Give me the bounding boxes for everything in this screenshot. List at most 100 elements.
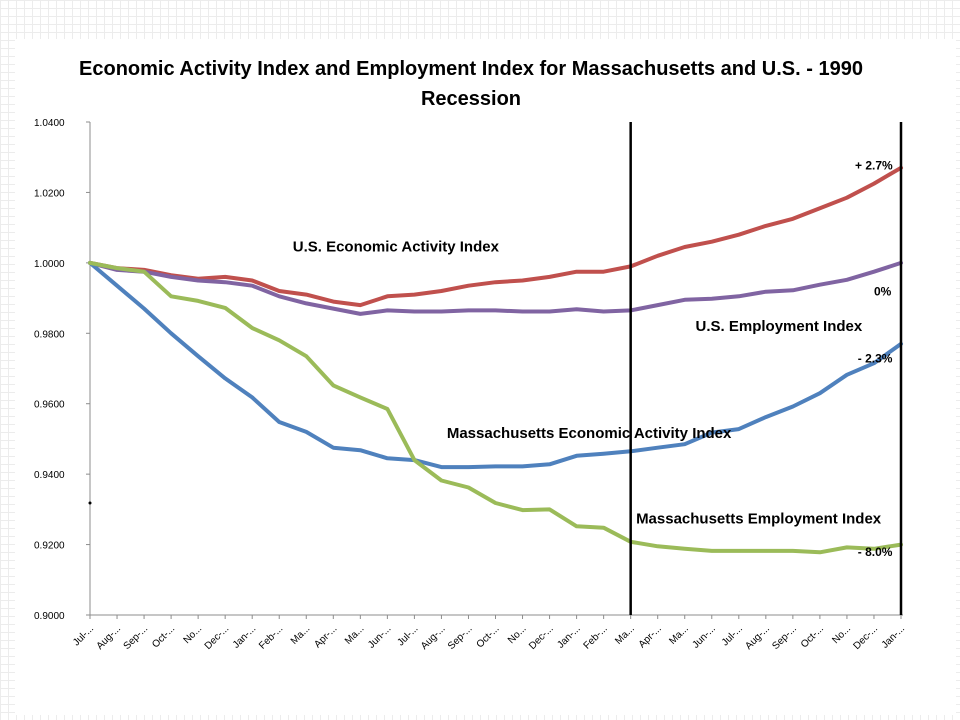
data-point-series-2: [548, 462, 552, 466]
x-tick-label: Ma...: [289, 623, 313, 647]
x-tick-label: Apr-...: [312, 623, 339, 650]
x-tick-label: Dec-...: [527, 623, 556, 652]
data-point-series-3: [872, 547, 876, 551]
data-point-series-3: [656, 544, 660, 548]
data-point-series-0: [494, 280, 497, 284]
data-point-series-1: [548, 309, 552, 313]
series-annotation: U.S. Economic Activity Index: [293, 239, 500, 256]
data-point-series-0: [737, 233, 741, 237]
data-point-series-0: [548, 275, 552, 279]
data-point-series-3: [385, 407, 389, 411]
data-point-series-0: [818, 206, 822, 210]
y-tick-label: 0.9800: [34, 329, 65, 340]
series-line-0: [88, 165, 903, 308]
x-tick-label: No...: [506, 623, 529, 646]
x-tick-label: Ma...: [667, 623, 691, 647]
x-tick-label: Ma...: [613, 623, 637, 647]
x-tick-label: Aug-...: [419, 623, 448, 652]
data-point-series-3: [521, 508, 525, 512]
data-point-series-0: [521, 278, 525, 282]
data-point-series-2: [466, 465, 470, 469]
data-point-series-0: [250, 278, 254, 282]
data-point-series-3: [439, 478, 443, 482]
data-point-series-0: [791, 217, 795, 221]
data-point-series-0: [845, 196, 849, 200]
x-tick-label: Jul-...: [720, 623, 745, 648]
x-tick-label: Ma...: [343, 623, 367, 647]
data-point-series-2: [737, 427, 741, 431]
x-tick-label: Aug-...: [95, 623, 124, 652]
x-tick-label: Oct-...: [799, 623, 826, 650]
x-tick-label: Jul-...: [395, 623, 420, 648]
data-point-series-0: [223, 275, 227, 279]
data-point-series-2: [710, 431, 714, 435]
data-point-series-3: [764, 549, 768, 553]
data-point-series-2: [331, 446, 335, 450]
series-annotation: - 8.0%: [858, 545, 893, 559]
x-tick-label: Dec-...: [851, 623, 880, 652]
y-tick-label: 1.0400: [34, 118, 65, 129]
x-tick-label: Aug-...: [743, 623, 772, 652]
data-point-series-3: [223, 306, 227, 310]
data-point-series-0: [412, 293, 416, 297]
data-point-series-1: [439, 309, 443, 313]
chart-panel: Economic Activity Index and Employment I…: [15, 39, 956, 715]
line-chart: Economic Activity Index and Employment I…: [34, 58, 907, 652]
series-annotation: 0%: [874, 284, 892, 298]
data-point-series-2: [385, 456, 389, 460]
data-point-series-1: [791, 288, 795, 292]
data-point-series-0: [439, 289, 443, 293]
data-point-series-0: [602, 270, 606, 274]
data-point-series-2: [115, 284, 119, 288]
dot-mark: [88, 501, 92, 505]
data-point-series-3: [602, 526, 606, 530]
data-point-series-3: [818, 550, 822, 554]
data-point-series-2: [845, 373, 849, 377]
data-point-series-3: [575, 524, 579, 528]
data-point-series-2: [656, 446, 660, 450]
y-tick-label: 1.0200: [34, 188, 65, 199]
data-point-series-3: [737, 549, 741, 553]
data-point-series-3: [115, 266, 119, 270]
data-point-series-0: [656, 254, 660, 258]
data-point-series-3: [494, 501, 497, 505]
data-point-series-1: [331, 307, 335, 311]
series-annotation: Massachusetts Economic Activity Index: [447, 425, 732, 442]
data-point-series-1: [872, 270, 876, 274]
data-point-series-1: [412, 309, 416, 313]
y-tick-label: 0.9200: [34, 541, 65, 552]
x-tick-label: Feb-...: [582, 623, 610, 651]
y-tick-label: 1.0000: [34, 259, 65, 270]
data-point-series-1: [710, 297, 714, 301]
x-tick-label: Jan-...: [555, 623, 582, 650]
data-point-series-3: [304, 354, 308, 358]
data-point-series-3: [683, 547, 687, 551]
data-point-series-2: [223, 376, 227, 380]
data-point-series-3: [548, 507, 552, 511]
data-point-series-1: [358, 312, 362, 316]
x-tick-label: Sep-...: [446, 623, 475, 652]
data-point-series-2: [764, 415, 768, 419]
series-annotation: - 2.3%: [858, 352, 893, 366]
data-point-series-3: [88, 261, 92, 265]
data-point-series-1: [845, 278, 849, 282]
x-tick-label: Dec-...: [203, 623, 232, 652]
data-point-series-3: [412, 458, 416, 462]
series-annotation: U.S. Employment Index: [696, 318, 863, 335]
data-point-series-2: [196, 354, 200, 358]
y-tick-label: 0.9000: [34, 611, 65, 622]
data-point-series-1: [385, 308, 389, 312]
data-point-series-3: [196, 299, 200, 303]
data-point-series-0: [331, 300, 335, 304]
data-point-series-1: [277, 294, 281, 298]
data-point-series-1: [764, 290, 768, 294]
data-point-series-2: [250, 395, 254, 399]
data-point-series-2: [602, 452, 606, 456]
chart-title-line: Economic Activity Index and Employment I…: [79, 58, 863, 80]
y-tick-label: 0.9600: [34, 400, 65, 411]
x-tick-label: Oct-...: [150, 623, 177, 650]
x-tick-label: Feb-...: [257, 623, 285, 651]
data-point-series-3: [358, 395, 362, 399]
data-point-series-0: [385, 294, 389, 298]
data-point-series-0: [304, 293, 308, 297]
